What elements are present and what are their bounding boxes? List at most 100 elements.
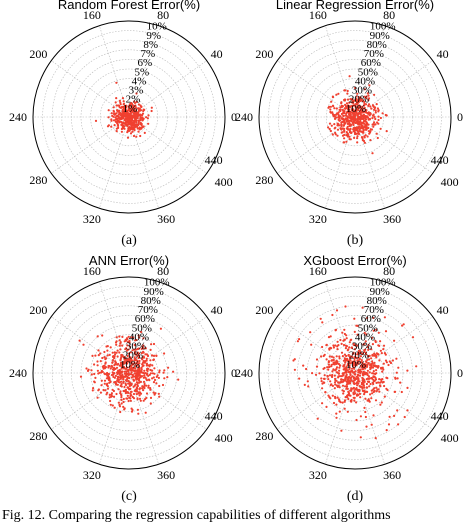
data-point-outlier [384,359,388,362]
data-point [383,395,386,398]
data-point [372,125,375,128]
data-point [131,369,134,372]
data-point [122,405,125,408]
data-point [128,345,131,348]
angle-tick-label: 160 [309,264,327,278]
data-point [328,105,331,108]
data-point [369,139,372,142]
data-point-outlier [335,309,339,312]
data-point [130,358,133,361]
data-point [177,378,180,381]
data-point [329,108,332,111]
data-point-outlier [387,423,391,426]
data-point [355,129,358,132]
data-point [125,379,128,383]
data-point [135,111,138,114]
data-point [143,108,146,111]
data-point [346,358,349,361]
data-point [355,126,358,130]
data-point [347,348,350,351]
data-point [356,356,359,359]
data-point [363,393,366,396]
data-point [362,117,365,121]
data-point [353,390,356,393]
data-point [111,365,114,368]
data-point-outlier [342,141,345,144]
data-point [109,346,112,349]
data-point [123,385,126,389]
data-point [381,378,384,381]
data-point [356,101,359,104]
data-point [328,374,332,377]
data-point-outlier [113,406,116,409]
data-point [367,104,370,107]
data-point [366,365,369,368]
data-point [361,105,364,108]
data-point [366,374,369,377]
data-point [78,339,81,342]
data-point [365,390,368,393]
data-point [123,367,126,370]
data-point [124,370,128,373]
data-point [375,356,378,359]
data-point [372,370,375,373]
data-point [364,397,367,400]
data-point [128,339,131,343]
data-point [144,411,147,414]
data-point [342,392,345,395]
data-point [119,390,122,393]
data-point [331,370,334,373]
data-point [352,127,355,130]
data-point [346,89,349,93]
data-point [346,125,349,128]
angle-tick-label: 440 [431,153,449,167]
data-point [116,379,119,382]
data-point-outlier [102,388,105,392]
data-point [375,365,378,368]
data-point [352,396,355,399]
data-point [159,327,162,330]
data-point [144,353,147,356]
data-point [137,121,140,124]
data-point [339,106,342,109]
data-point [150,343,153,346]
data-point [363,122,366,125]
radial-tick-label: 50% [358,322,378,334]
data-point [367,377,370,380]
data-point [357,349,360,352]
data-point [382,348,385,351]
polar-grid-spoke [99,116,130,209]
data-point-outlier [366,135,369,138]
data-point-outlier [293,368,296,371]
data-point [339,401,342,404]
figure-caption: Fig. 12. Comparing the regression capabi… [2,508,391,523]
data-point-outlier [129,399,132,402]
polar-grid-ring [42,286,216,460]
data-point [344,396,347,399]
data-point [116,383,119,386]
data-point [132,123,135,126]
data-point [378,359,381,362]
data-point [333,387,336,390]
data-point [358,374,361,377]
angle-tick-label: 240 [235,110,253,124]
data-point-outlier [381,112,384,115]
angle-tick-label: 440 [205,153,223,167]
data-point [124,382,127,385]
data-point [347,353,350,357]
data-point [137,127,140,130]
data-point [131,349,134,352]
data-point [120,402,123,405]
data-point [351,375,354,378]
data-point [340,378,343,381]
data-point [142,337,145,340]
data-point [326,366,329,369]
data-point [145,116,148,119]
data-point [107,109,110,112]
data-point [338,366,341,369]
data-point [370,376,373,380]
angle-tick-label: 360 [157,468,175,482]
data-point [144,372,147,375]
data-point [142,389,145,392]
data-point [372,378,375,381]
